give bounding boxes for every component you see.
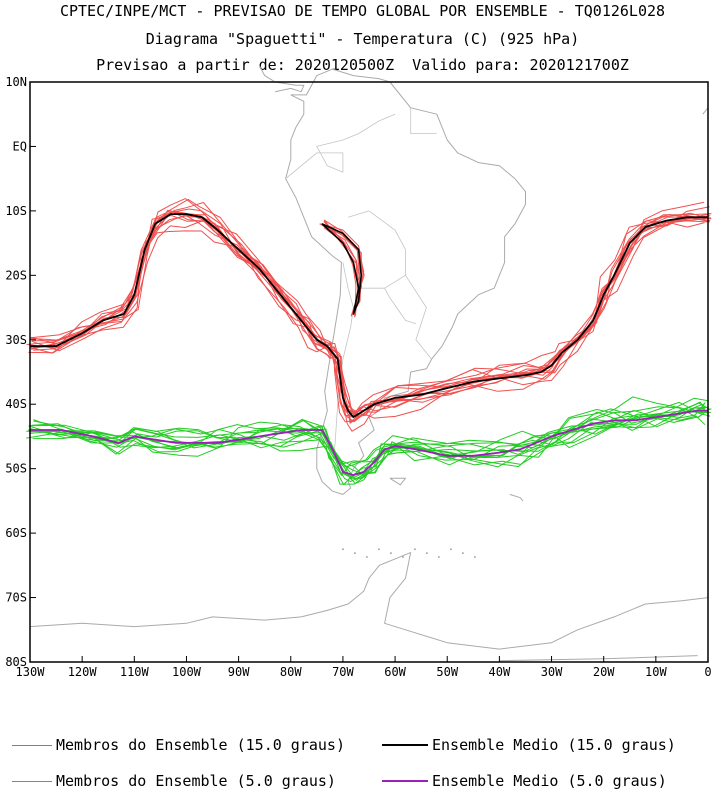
x-tick-label: 70W [332, 665, 354, 679]
x-tick-label: 20W [593, 665, 615, 679]
member-15-line [30, 213, 711, 432]
legend-label: Membros do Ensemble (15.0 graus) [56, 736, 345, 754]
y-tick-label: 10S [5, 204, 27, 218]
island-dot [353, 552, 356, 555]
x-tick-label: 100W [172, 665, 202, 679]
legend-swatch [382, 744, 428, 746]
x-tick-label: 40W [489, 665, 511, 679]
axis-ticks: 130W 120W 110W 100W 90W 80W 70W 60W 50W 40W 30W 20W… [5, 75, 711, 679]
member-5-line [32, 396, 711, 476]
member-15-line [28, 201, 705, 423]
y-tick-label: 60S [5, 526, 27, 540]
chart-title-line3: Previsao a partir de: 2020120500Z Valido… [96, 56, 629, 74]
x-tick-label: 30W [541, 665, 563, 679]
legend-mean-5: Ensemble Medio (5.0 graus) [382, 771, 667, 791]
x-tick-label: 80W [280, 665, 302, 679]
member-15-line [29, 202, 706, 423]
y-tick-label: 20S [5, 268, 27, 282]
island-dot [365, 555, 368, 558]
x-tick-label: 50W [436, 665, 458, 679]
island-dot [401, 555, 404, 558]
coastline-layer [29, 65, 709, 662]
member-5-line [33, 406, 707, 479]
x-tick-label: 60W [384, 665, 406, 679]
island-dot [413, 548, 416, 551]
chart-title-line1: CPTEC/INPE/MCT - PREVISAO DE TEMPO GLOBA… [59, 2, 666, 20]
y-tick-label: 40S [5, 397, 27, 411]
country-border-path [384, 288, 417, 325]
member-15-line [29, 210, 706, 413]
x-tick-label: 120W [68, 665, 98, 679]
legend-members-15: Membros do Ensemble (15.0 graus) [12, 735, 345, 755]
ensemble-mean-layer [30, 213, 708, 476]
x-tick-label: 110W [120, 665, 150, 679]
country-border-path [332, 262, 354, 469]
legend-swatch [382, 780, 428, 782]
coastline-path [389, 477, 406, 486]
legend-label: Ensemble Medio (15.0 graus) [432, 736, 676, 754]
x-tick-label: 90W [228, 665, 250, 679]
country-border-path [285, 152, 344, 180]
coastline-path [499, 655, 698, 662]
legend-swatch [12, 744, 52, 746]
ensemble-mean-15-loop [321, 223, 362, 315]
island-dot [461, 552, 464, 555]
legend-label: Ensemble Medio (5.0 graus) [432, 772, 667, 790]
coastline-path [259, 65, 305, 93]
x-tick-label: 10W [645, 665, 667, 679]
coastline-path [509, 493, 524, 502]
country-border-path [358, 274, 432, 360]
island-dot [449, 548, 452, 551]
island-dot [437, 555, 440, 558]
country-border-path [410, 107, 437, 134]
members-15-layer [26, 198, 712, 432]
member-15-line [26, 212, 711, 416]
member-15-line [31, 214, 711, 424]
member-15-line [33, 220, 708, 419]
member-5-line [26, 401, 711, 486]
y-tick-label: 30S [5, 333, 27, 347]
y-tick-label: 50S [5, 462, 27, 476]
legend-mean-15: Ensemble Medio (15.0 graus) [382, 735, 676, 755]
coastline-path [702, 107, 709, 115]
x-tick-label: 0 [704, 665, 711, 679]
legend-members-5: Membros do Ensemble (5.0 graus) [12, 771, 336, 791]
coastline-path [29, 551, 411, 628]
ensemble-mean-15-line [30, 213, 708, 418]
member-5-line [26, 406, 708, 468]
member-5-line [29, 410, 706, 466]
country-border-path [316, 113, 396, 173]
y-tick-label: EQ [13, 139, 27, 153]
chart-title-line2: Diagrama "Spaguetti" - Temperatura (C) (… [145, 30, 580, 48]
island-dot [473, 555, 476, 558]
island-dot [389, 552, 392, 555]
legend-label: Membros do Ensemble (5.0 graus) [56, 772, 336, 790]
country-border-path [347, 210, 406, 276]
x-tick-label: 130W [16, 665, 46, 679]
ensemble-mean-5-line [30, 409, 708, 476]
member-5-line [30, 397, 709, 485]
member-15-line [33, 214, 711, 423]
plot-frame [29, 81, 709, 663]
member-15-line [32, 214, 712, 420]
y-tick-label: 70S [5, 591, 27, 605]
y-tick-label: 10N [5, 75, 27, 89]
member-15-line [31, 198, 710, 417]
legend-swatch [12, 780, 52, 782]
island-dot [341, 548, 344, 551]
island-dot [377, 548, 380, 551]
island-dot [425, 552, 428, 555]
coastline-path [384, 552, 709, 650]
y-tick-label: 80S [5, 655, 27, 669]
member-15-line [31, 211, 712, 418]
